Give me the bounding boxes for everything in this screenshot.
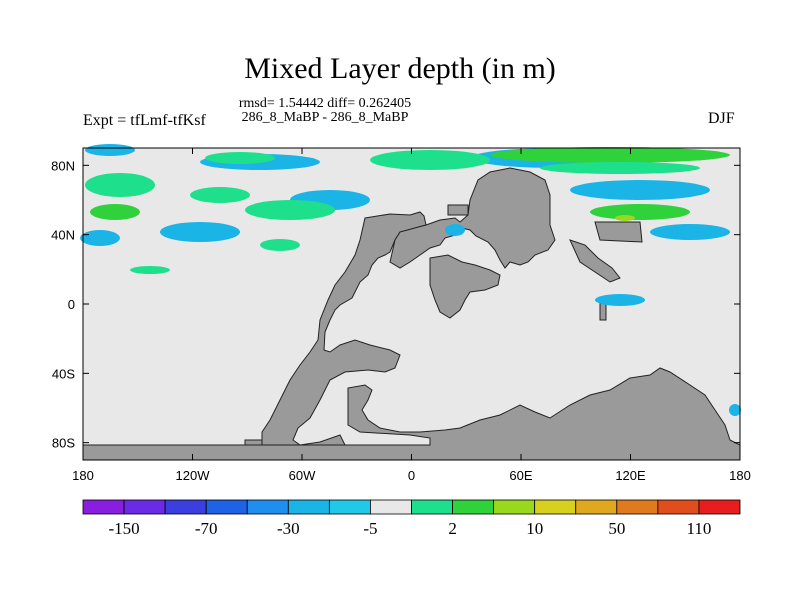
colorbar-swatch (205, 499, 248, 515)
land-americas (261, 211, 427, 446)
colorbar: -150 -70 -30 -5 2 10 50 110 (82, 499, 741, 538)
colorbar-label: 50 (608, 519, 625, 538)
colorbar-swatch (616, 499, 659, 515)
subtitle-stats: rmsd= 1.54442 diff= 0.262405 (238, 96, 412, 111)
land-small-island-2 (447, 204, 469, 216)
colorbar-swatch (493, 499, 536, 515)
subtitle-experiment: 286_8_MaBP - 286_8_MaBP (241, 110, 409, 125)
colorbar-swatch (123, 499, 166, 515)
y-tick-label: 80N (51, 158, 75, 173)
y-axis: 80N 40N 0 40S 80S (51, 158, 740, 451)
positive-anomaly-regions (85, 147, 730, 274)
colorbar-swatch (164, 499, 207, 515)
x-tick-label: 0 (408, 468, 415, 483)
y-tick-label: 40N (51, 228, 75, 243)
chart-subtitle: rmsd= 1.54442 diff= 0.262405 286_8_MaBP … (230, 97, 420, 125)
colorbar-swatch (287, 499, 330, 515)
colorbar-swatch (370, 499, 412, 515)
land-archipelago (569, 239, 621, 283)
land-east-asia (594, 221, 643, 243)
colorbar-label: -150 (108, 519, 139, 538)
colorbar-swatch (246, 499, 289, 515)
x-tick-label: 180 (72, 468, 94, 483)
colorbar-label: 110 (687, 519, 712, 538)
colorbar-label: 10 (526, 519, 543, 538)
colorbar-label: -70 (195, 519, 218, 538)
x-tick-label: 120W (176, 468, 211, 483)
colorbar-label: -5 (363, 519, 377, 538)
land-mask (82, 167, 741, 461)
colorbar-swatch (82, 499, 125, 515)
colorbar-swatch (657, 499, 700, 515)
colorbar-swatch (698, 499, 741, 515)
land-antarctica (82, 367, 741, 461)
x-tick-label: 180 (729, 468, 751, 483)
season-label: DJF (708, 110, 735, 127)
colorbar-swatch (411, 499, 453, 515)
colorbar-swatch (328, 499, 371, 515)
land-south-asia (429, 254, 501, 319)
y-tick-label: 40S (52, 366, 75, 381)
x-axis: 180 120W 60W 0 60E 120E 180 (72, 148, 751, 483)
colorbar-label: -30 (277, 519, 300, 538)
colorbar-swatch (575, 499, 618, 515)
y-tick-label: 80S (52, 436, 75, 451)
x-tick-label: 60W (289, 468, 316, 483)
x-tick-label: 60E (509, 468, 532, 483)
chart-title: Mixed Layer depth (in m) (244, 52, 556, 85)
experiment-label: Expt = tfLmf-tfKsf (83, 112, 206, 129)
colorbar-swatch (452, 499, 495, 515)
colorbar-swatch (534, 499, 577, 515)
x-tick-label: 120E (615, 468, 646, 483)
colorbar-label: 2 (448, 519, 457, 538)
y-tick-label: 0 (68, 297, 75, 312)
